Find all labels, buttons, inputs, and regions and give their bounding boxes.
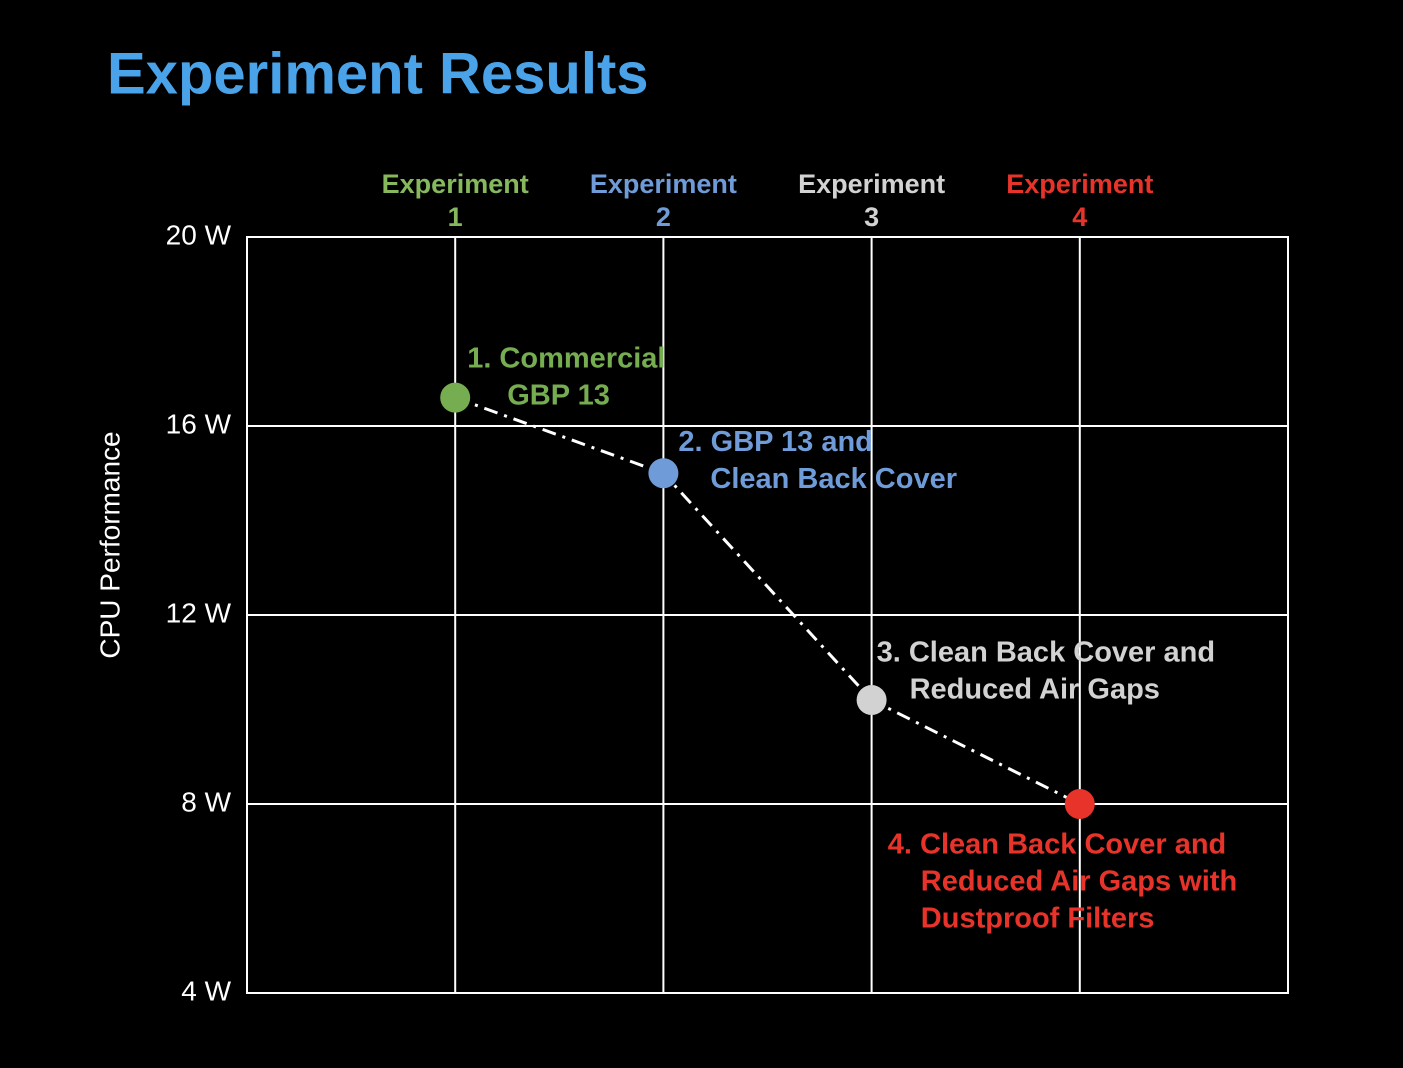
y-tick-label: 20 W (166, 219, 232, 250)
x-category-label: Experiment 1 (381, 169, 529, 232)
data-point (856, 685, 887, 716)
point-annotation: 3. Clean Back Cover and (877, 637, 1215, 669)
point-annotation: Reduced Air Gaps (910, 674, 1160, 706)
point-annotation: 1. Commercial (467, 342, 665, 374)
y-tick-label: 8 W (181, 786, 231, 817)
x-category-label: Experiment 2 (589, 169, 737, 232)
point-annotation: Dustproof Filters (921, 903, 1155, 935)
point-annotation: GBP 13 (507, 379, 610, 411)
point-annotation: 4. Clean Back Cover and (888, 829, 1226, 861)
series-line (454, 396, 1081, 806)
point-annotation: Reduced Air Gaps with (921, 866, 1237, 898)
y-tick-label: 4 W (181, 975, 231, 1006)
y-tick-label: 16 W (166, 408, 232, 439)
data-point (648, 458, 679, 489)
point-annotation: Clean Back Cover (710, 463, 957, 495)
data-point (1064, 789, 1095, 819)
x-category-label: Experiment 3 (798, 169, 946, 232)
chart-title: Experiment Results (107, 41, 649, 106)
y-axis-label: CPU Performance (94, 431, 125, 658)
x-category-label: Experiment 4 (1006, 169, 1154, 232)
point-annotation: 2. GBP 13 and (678, 426, 873, 458)
data-point (440, 382, 471, 413)
y-tick-label: 12 W (166, 597, 232, 628)
